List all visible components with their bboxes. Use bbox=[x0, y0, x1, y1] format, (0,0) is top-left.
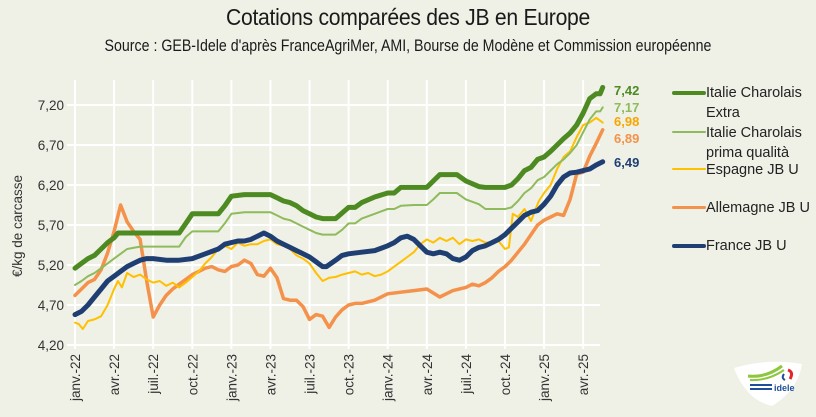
end-value-label: 6,89 bbox=[614, 131, 639, 146]
x-tick-label: juil.-23 bbox=[303, 354, 318, 395]
x-axis-ticks: janv.-22 avr.-22 juil.-22 oct.-22 janv.-23 av… bbox=[68, 354, 591, 403]
legend-label: France JB U bbox=[706, 238, 787, 254]
end-value-label: 7,42 bbox=[614, 83, 639, 98]
x-tick-label: avr.-24 bbox=[420, 354, 435, 396]
y-tick-label: 6,20 bbox=[38, 178, 64, 193]
legend-label: Italie Charolais Extra bbox=[706, 85, 802, 121]
y-axis-ticks: 4,20 4,70 5,20 5,70 6,20 6,70 7,20 bbox=[38, 98, 64, 353]
legend-swatch bbox=[672, 244, 706, 248]
y-axis-label: €/kg de carcasse bbox=[10, 175, 25, 277]
chart-subtitle: Source : GEB-Idele d'après FranceAgriMer… bbox=[104, 37, 712, 55]
x-tick-label: juil.-24 bbox=[459, 354, 474, 395]
series-line-allemagne-jb-u bbox=[73, 128, 605, 330]
chart-title: Cotations comparées des JB en Europe bbox=[225, 4, 591, 30]
x-tick-label: janv.-25 bbox=[537, 354, 552, 402]
x-tick-label: oct.-24 bbox=[498, 354, 513, 396]
y-tick-label: 5,20 bbox=[38, 258, 64, 273]
x-tick-label: avr.-25 bbox=[576, 354, 591, 395]
logo-text: idele bbox=[774, 383, 795, 393]
legend-swatch bbox=[672, 168, 706, 170]
x-tick-label: juil.-22 bbox=[146, 354, 161, 395]
x-tick-label: janv.-23 bbox=[224, 354, 239, 402]
y-tick-label: 4,20 bbox=[38, 338, 64, 353]
end-value-label: 7,17 bbox=[614, 100, 639, 115]
y-tick-label: 5,70 bbox=[38, 218, 64, 233]
legend-swatch bbox=[672, 206, 706, 209]
series-lines bbox=[72, 84, 606, 330]
x-tick-label: janv.-24 bbox=[381, 354, 396, 403]
y-tick-label: 7,20 bbox=[38, 98, 64, 113]
x-tick-label: oct.-22 bbox=[185, 354, 200, 395]
y-tick-label: 6,70 bbox=[38, 138, 64, 153]
legend-label: Allemagne JB U bbox=[706, 200, 810, 216]
x-tick-label: janv.-22 bbox=[68, 354, 83, 402]
idele-logo: idele bbox=[728, 360, 808, 408]
legend-swatch bbox=[672, 131, 706, 133]
legend-label: Italie Charolais prima qualità bbox=[706, 125, 802, 161]
legend-swatch bbox=[672, 91, 706, 95]
series-line-france-jb-u bbox=[72, 159, 606, 318]
x-tick-label: avr.-22 bbox=[107, 354, 122, 395]
end-value-label: 6,49 bbox=[614, 155, 639, 170]
end-labels: 7,42 7,176,98 6,89 6,49 bbox=[614, 83, 639, 170]
series-line-espagne-jb-u bbox=[74, 116, 604, 330]
x-tick-label: avr.-23 bbox=[263, 354, 278, 395]
end-value-label: 6,98 bbox=[614, 114, 639, 129]
series-line-italie-charolais-prima-qualit- bbox=[74, 106, 604, 286]
legend-label: Espagne JB U bbox=[706, 162, 799, 178]
series-line-italie-charolais-extra bbox=[72, 84, 606, 271]
y-tick-label: 4,70 bbox=[38, 298, 64, 313]
grid bbox=[67, 80, 600, 349]
x-tick-label: oct.-23 bbox=[342, 354, 357, 395]
